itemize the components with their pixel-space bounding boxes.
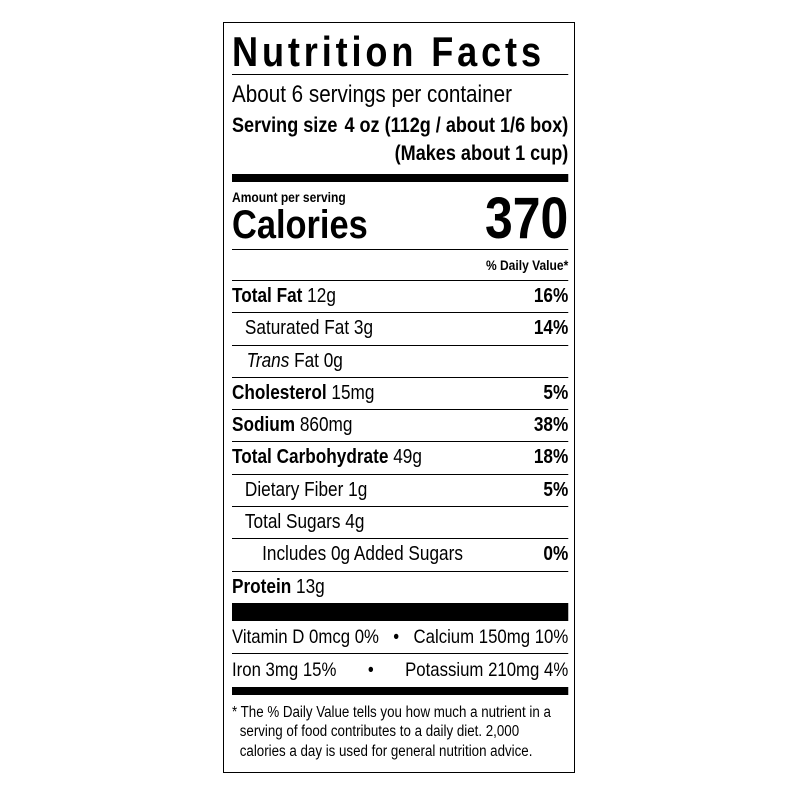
thick-divider (232, 602, 569, 621)
nutrient-amount: 13g (296, 575, 325, 598)
servings-per-container: About 6 servings per container (232, 81, 512, 108)
label-title: Nutrition Facts (232, 31, 569, 75)
calories-value: 370 (485, 186, 569, 251)
serving-size-note: (Makes about 1 cup) (394, 142, 569, 165)
thick-divider (232, 686, 569, 695)
nutrient-amount: 860mg (299, 414, 353, 437)
bullet: • (367, 658, 374, 681)
nutrient-dv: 5% (543, 381, 569, 404)
nutrient-name-rest: Fat (294, 349, 319, 372)
thick-divider (232, 174, 569, 182)
footnote-line: serving of food contributes to a daily d… (239, 723, 520, 741)
nutrient-row-saturated-fat: Saturated Fat 3g 14% (232, 313, 569, 346)
nutrient-amount: 15mg (331, 381, 375, 404)
nutrient-dv: 18% (533, 446, 569, 469)
nutrient-amount: 0g (323, 349, 343, 372)
nutrient-amount: 1g (348, 478, 368, 501)
nutrition-label-border (223, 22, 575, 773)
nutrient-amount: 12g (307, 285, 336, 307)
nutrient-name: Total Fat (232, 285, 303, 307)
nutrient-row-cholesterol: Cholesterol 15mg 5% (232, 378, 569, 411)
serving-size-value: 4 oz (112g / about 1/6 box) (344, 114, 569, 137)
serving-size-label: Serving size (232, 114, 338, 137)
nutrient-name: Saturated Fat (244, 317, 350, 340)
nutrient-row-added-sugars: Includes 0g Added Sugars 0% (232, 539, 569, 572)
footnote: * The % Daily Value tells you how much a… (232, 703, 568, 762)
serving-size: Serving size 4 oz (112g / about 1/6 box) (232, 113, 568, 139)
nutrient-amount: 4g (345, 511, 365, 534)
nutrient-name: Protein (232, 575, 292, 598)
calories-label: Calories (232, 203, 368, 247)
nutrient-row-trans-fat: Trans Fat 0g (232, 346, 569, 378)
nutrient-dv: 0% (543, 543, 569, 566)
nutrient-dv: 16% (533, 285, 569, 307)
nutrient-amount: 3g (353, 317, 374, 340)
vitamin-right: Calcium 150mg 10% (413, 625, 569, 648)
nutrient-row-total-sugars: Total Sugars 4g (232, 507, 569, 540)
nutrient-row-sodium: Sodium 860mg 38% (232, 410, 569, 443)
daily-value-header: % Daily Value* (232, 250, 569, 281)
nutrient-row-protein: Protein 13g (232, 572, 568, 603)
vitamin-row: Iron 3mg 15% • Potassium 210mg 4% (232, 654, 568, 686)
nutrient-name: Dietary Fiber (244, 478, 344, 501)
vitamin-left: Vitamin D 0mcg 0% (232, 625, 379, 648)
nutrient-name: Cholesterol (232, 381, 327, 404)
nutrient-amount: 49g (393, 446, 422, 469)
nutrient-row-total-fat: Total Fat 12g 16% (232, 281, 569, 314)
vitamin-right: Potassium 210mg 4% (405, 658, 569, 681)
footnote-line: calories a day is used for general nutri… (239, 742, 533, 760)
nutrient-row-dietary-fiber: Dietary Fiber 1g 5% (232, 475, 569, 508)
nutrition-facts-label: Nutrition Facts About 6 servings per con… (232, 22, 569, 762)
nutrient-dv: 38% (533, 414, 569, 437)
vitamin-row: Vitamin D 0mcg 0% • Calcium 150mg 10% (232, 621, 569, 654)
nutrient-dv: 5% (543, 478, 569, 501)
nutrient-name: Includes 0g Added Sugars (262, 543, 463, 566)
calories-row: Calories 370 (232, 190, 569, 250)
nutrient-name: Total Sugars (244, 511, 341, 534)
amount-per-serving: Amount per serving (232, 189, 346, 205)
nutrient-name: Trans (246, 349, 290, 372)
vitamin-left: Iron 3mg 15% (232, 658, 337, 681)
footnote-line: * The % Daily Value tells you how much a… (232, 703, 551, 721)
bullet: • (393, 625, 400, 648)
nutrient-row-total-carbohydrate: Total Carbohydrate 49g 18% (232, 442, 569, 475)
nutrient-dv: 14% (533, 317, 569, 340)
nutrient-name: Sodium (232, 414, 296, 437)
nutrient-name: Total Carbohydrate (232, 446, 389, 469)
